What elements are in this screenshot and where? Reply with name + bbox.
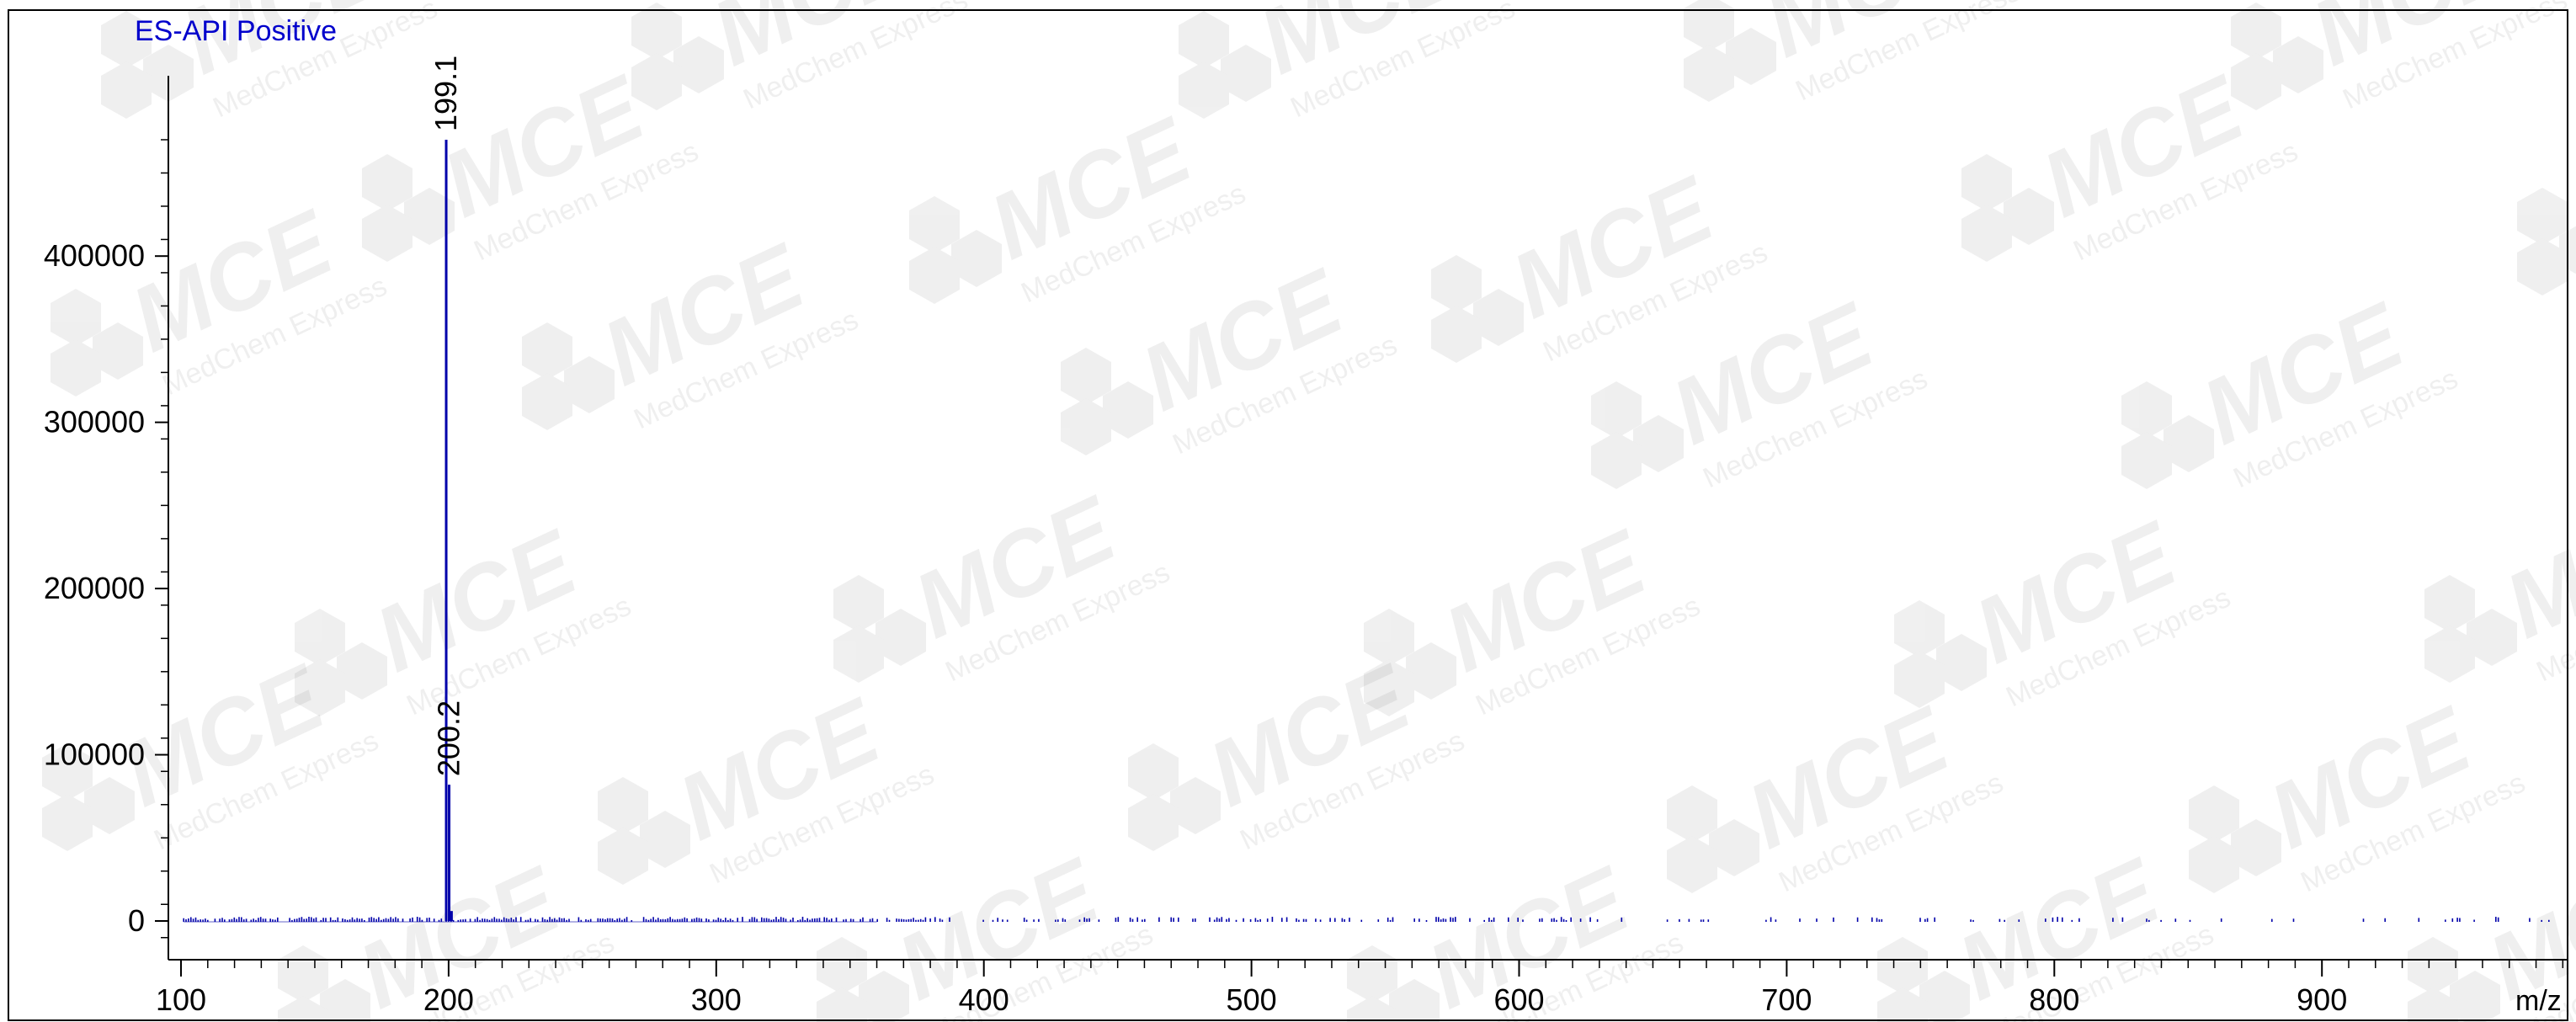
x-axis-ticks: 100 200 300 400 500 600 700 800 900 — [156, 960, 2564, 1017]
y-tick-label: 0 — [128, 903, 145, 938]
x-tick-label: 100 — [156, 982, 206, 1017]
y-axis-ticks: 0 100000 200000 300000 400000 — [44, 139, 168, 939]
x-tick-label: 500 — [1227, 982, 1277, 1017]
x-tick-label: 200 — [423, 982, 474, 1017]
chart-title: ES-API Positive — [135, 15, 337, 47]
peak-label: 199.1 — [428, 56, 463, 131]
spectrum-peaks: 199.1 200.2 — [428, 56, 466, 921]
y-tick-label: 300000 — [44, 405, 145, 439]
peak-label: 200.2 — [432, 700, 466, 776]
x-tick-label: 700 — [1761, 982, 1812, 1017]
x-tick-label: 600 — [1493, 982, 1544, 1017]
noise-path — [183, 917, 2550, 922]
x-tick-label: 400 — [959, 982, 1009, 1017]
y-tick-label: 100000 — [44, 737, 145, 772]
baseline-noise — [183, 917, 2550, 923]
y-tick-label: 400000 — [44, 238, 145, 273]
y-tick-label: 200000 — [44, 571, 145, 605]
x-tick-label: 900 — [2297, 982, 2347, 1017]
x-tick-label: 800 — [2029, 982, 2079, 1017]
x-axis-label: m/z — [2515, 985, 2562, 1017]
plot-frame — [8, 9, 2568, 1021]
x-tick-label: 300 — [691, 982, 742, 1017]
